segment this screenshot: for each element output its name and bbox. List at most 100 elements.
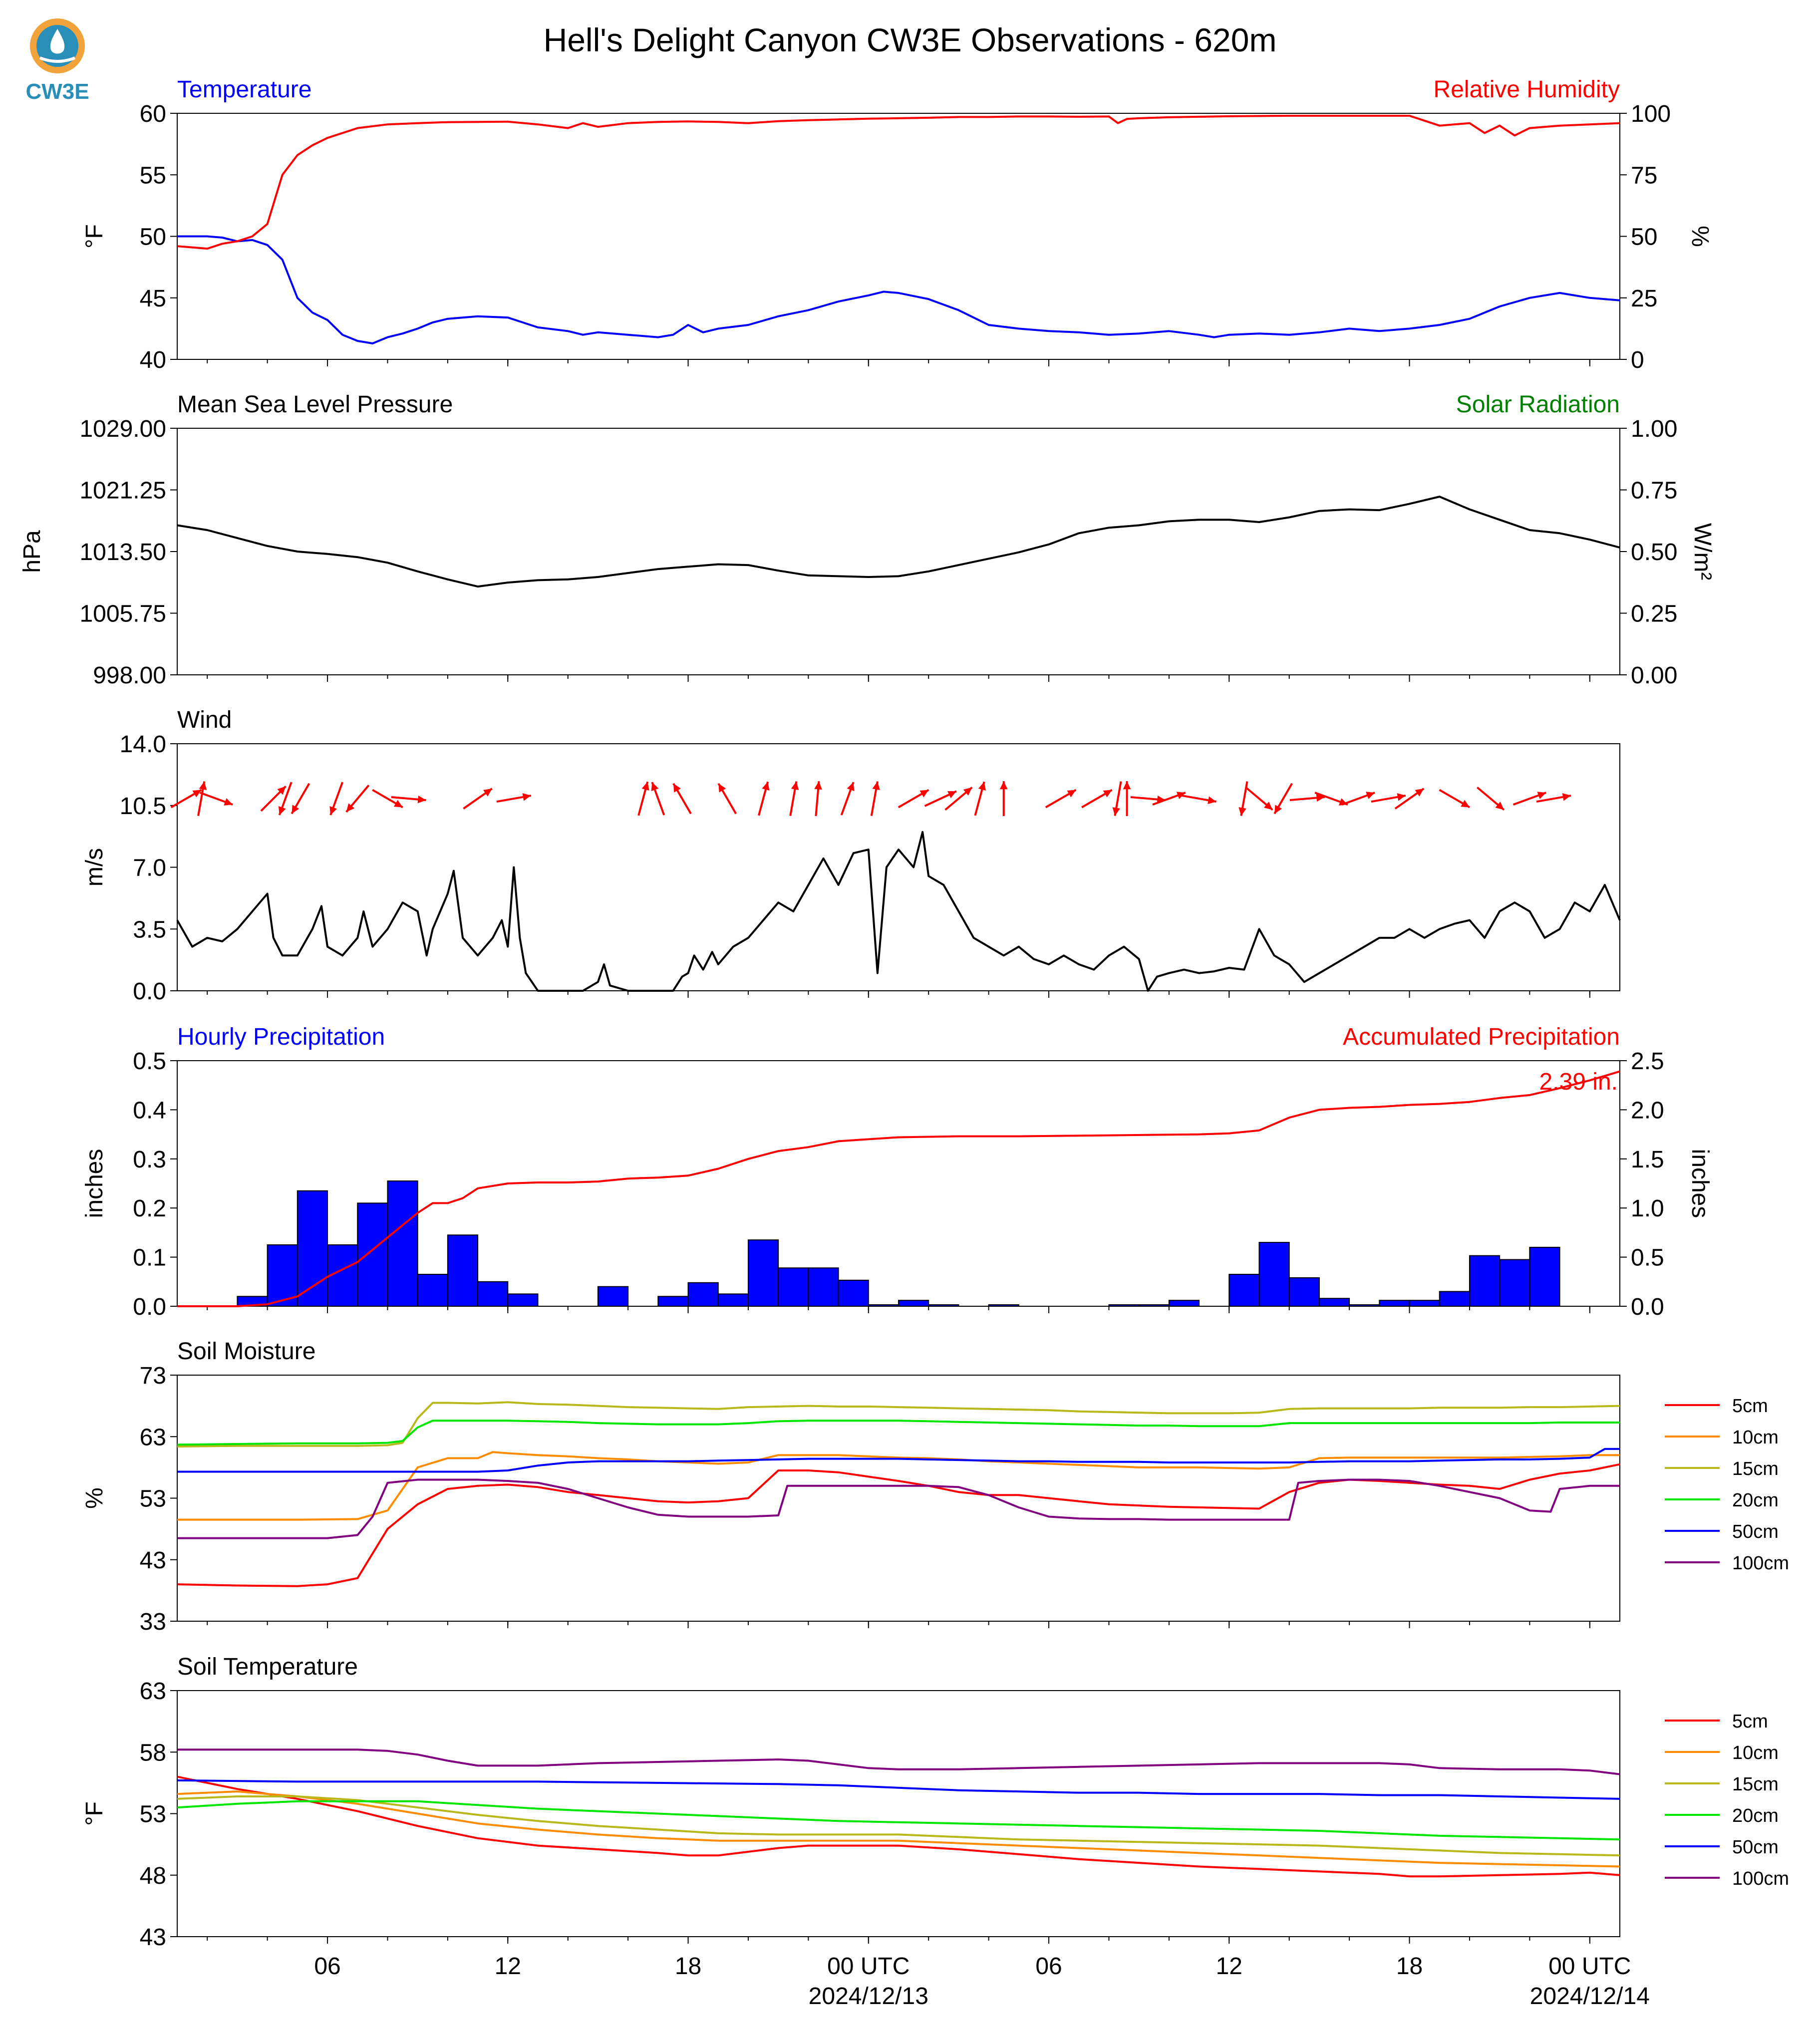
legend-label: 10cm [1732,1742,1779,1763]
series-line-accumulated-precipitation [177,1070,1620,1307]
precip-bar [1288,1277,1320,1307]
series-line-100cm [177,1748,1620,1775]
y-right-tick-label: 0.50 [1631,539,1677,566]
legend-label: 100cm [1732,1553,1789,1574]
series-line-mean-sea-level-pressure [177,496,1620,588]
wind-arrow-head [1112,807,1120,816]
y-right-tick-label: 0 [1631,347,1644,373]
precip-bar [687,1282,719,1307]
wind-arrow-head [1461,800,1470,808]
panel-title-left: Wind [177,707,232,733]
y-tick-label: 0.1 [133,1245,166,1271]
x-tick-label: 12 [495,1953,521,1980]
y-axis-label: °F [81,1801,108,1826]
wind-arrow-head [791,781,799,790]
page-title: Hell's Delight Canyon CW3E Observations … [543,21,1277,58]
precip-bar [988,1304,1019,1307]
legend-label: 10cm [1732,1427,1779,1448]
precip-bar [1258,1242,1290,1307]
y-tick-label: 33 [140,1609,166,1635]
precip-bar [357,1202,388,1307]
series-line-20cm [177,1420,1620,1446]
y-tick-label: 43 [140,1547,166,1574]
wind-arrow-head [1397,793,1406,801]
precip-bar [477,1281,509,1307]
wind-arrow-head [1366,792,1375,799]
panel-title-left: Temperature [177,76,311,103]
wind-arrow-head [483,788,492,797]
y-axis-label: inches [81,1149,108,1218]
y-tick-label: 55 [140,162,166,189]
y-right-tick-label: 0.0 [1631,1294,1664,1320]
wind-arrow-head [1274,805,1282,814]
y-tick-label: 7.0 [133,855,166,881]
series-line-15cm [177,1401,1620,1448]
precip-bar [1349,1304,1380,1307]
accumulated-total-label: 2.39 in. [1539,1069,1618,1095]
y-tick-label: 0.0 [133,978,166,1005]
y-right-tick-label: 75 [1631,162,1657,189]
plot-frame [177,743,1620,991]
y-axis-label-right: inches [1687,1149,1713,1218]
y-tick-label: 14.0 [120,731,166,758]
logo-drop-icon [50,29,65,54]
x-date-label: 2024/12/13 [809,1983,928,2010]
panel-2: 998.00 1005.75 1013.50 1021.25 1029.00 0.00 0.… [19,391,1716,689]
y-tick-label: 53 [140,1801,166,1828]
wind-arrow-head [292,805,300,814]
series-line-50cm [177,1779,1620,1800]
precip-bar [717,1293,749,1307]
y-tick-label: 63 [140,1424,166,1450]
wind-arrow-head [673,783,681,793]
series-line-15cm [177,1795,1620,1857]
y-tick-label: 0.4 [133,1097,166,1124]
logo-wave-icon [39,56,76,63]
y-right-tick-label: 100 [1631,101,1671,127]
precip-bar [778,1267,809,1307]
wind-arrow-head [814,781,822,790]
legend-label: 15cm [1732,1458,1779,1479]
wind-arrow-head [192,790,202,798]
y-tick-label: 0.0 [133,1294,166,1320]
wind-arrow-head [718,783,726,793]
precip-bar [657,1296,689,1307]
wind-arrow-head [224,798,233,806]
panel-title-left: Hourly Precipitation [177,1024,385,1050]
y-tick-label: 0.3 [133,1147,166,1173]
y-axis-label-right: W/m² [1689,523,1716,580]
wind-arrow-head [199,781,207,790]
precip-bar [868,1304,899,1307]
series-line-temperature [177,235,1620,344]
y-right-tick-label: 0.25 [1631,601,1677,627]
y-right-tick-label: 1.5 [1631,1147,1664,1173]
panel-4: 0.0 0.1 0.2 0.3 0.4 0.5 0.0 0.5 1.0 1.5 2.0 2.5 inch… [81,1024,1713,1320]
precip-bar [327,1244,358,1307]
y-axis-label-right: % [1687,226,1713,247]
precip-bar [267,1244,298,1307]
y-tick-label: 0.2 [133,1195,166,1222]
x-tick-label: 00 UTC [827,1953,910,1980]
x-tick-label: 06 [314,1953,340,1980]
precip-bar [417,1274,448,1307]
x-tick-label: 18 [1396,1953,1423,1980]
precip-bar [1318,1298,1350,1307]
wind-arrow-head [393,800,403,808]
wind-arrow-head [963,787,972,796]
precip-bar [838,1279,869,1307]
series-line-20cm [177,1800,1620,1841]
wind-arrow-head [1123,781,1131,790]
legend-label: 5cm [1732,1711,1768,1732]
y-right-tick-label: 1.0 [1631,1195,1664,1222]
y-right-tick-label: 50 [1631,224,1657,251]
y-axis-label: hPa [19,530,45,573]
precip-bar [1409,1300,1440,1307]
wind-arrow-head [872,781,880,790]
y-tick-label: 1005.75 [79,601,166,627]
x-tick-label: 12 [1216,1953,1242,1980]
legend-label: 20cm [1732,1805,1779,1826]
precip-bar [597,1286,629,1307]
y-tick-label: 40 [140,347,166,373]
wind-arrow-head [417,795,426,804]
y-right-tick-label: 0.5 [1631,1245,1664,1271]
